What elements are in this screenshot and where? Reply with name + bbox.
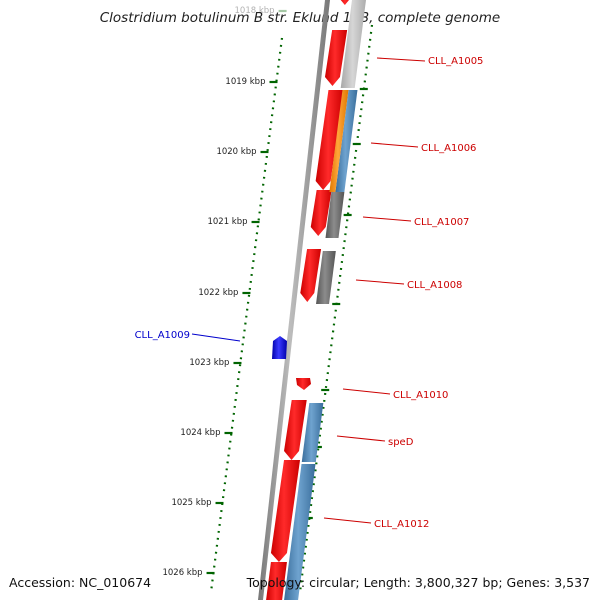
- gene-CLL_A1010-block: [296, 378, 311, 390]
- gene-label-line: [370, 142, 419, 148]
- cds-CLL_A1005-block: [340, 0, 367, 88]
- gene-label-group: CLL_A1006: [370, 142, 476, 154]
- kbp-tick-label: 1025 kbp: [171, 498, 211, 508]
- gene-label-group: CLL_A1009: [135, 330, 241, 342]
- gene-label[interactable]: CLL_A1010: [393, 390, 448, 401]
- cds-CLL_A1012-block: [284, 464, 316, 600]
- kbp-tick: 1020 kbp: [216, 147, 269, 157]
- kbp-tick-label: 1024 kbp: [180, 428, 220, 438]
- gene-label[interactable]: CLL_A1007: [414, 217, 469, 228]
- gene-label[interactable]: CLL_A1009: [135, 330, 190, 341]
- kbp-tick: 1025 kbp: [171, 498, 224, 508]
- kbp-tick: 1023 kbp: [189, 358, 242, 368]
- kbp-tick-label: 1018 kbp: [235, 6, 275, 16]
- kbp-tick: 1026 kbp: [162, 568, 215, 578]
- gene-label-line: [323, 517, 372, 524]
- gene-label-group: CLL_A1007: [362, 216, 469, 228]
- gene-CLL_A1009-block: [272, 336, 287, 359]
- gene-CLL_A1007-block: [310, 190, 332, 236]
- kbp-tick: 1022 kbp: [198, 288, 251, 298]
- gene-CLL_A1012-block: [270, 460, 301, 562]
- gene-label-group: CLL_A1010: [342, 388, 448, 401]
- map-title: Clostridium botulinum B str. Eklund 17B,…: [99, 10, 501, 26]
- gene-label-line: [355, 279, 405, 285]
- gene-label[interactable]: CLL_A1012: [374, 519, 429, 530]
- kbp-tick: 1019 kbp: [225, 77, 278, 87]
- gene-block: [266, 562, 287, 600]
- kbp-tick-label: 1021 kbp: [207, 217, 247, 227]
- cds-CLL_A1006-block: [335, 90, 358, 192]
- cds-CLL_A1008-block: [316, 251, 336, 304]
- gene-label-group: CLL_A1005: [376, 56, 483, 67]
- gene-label[interactable]: CLL_A1006: [421, 143, 476, 154]
- gene-label-line: [342, 388, 391, 395]
- gene-label-line: [376, 57, 426, 62]
- gene-label-line: [362, 216, 412, 222]
- gene-speD-block: [284, 400, 307, 460]
- kbp-tick-label: 1019 kbp: [225, 77, 265, 87]
- kbp-tick-label: 1023 kbp: [189, 358, 229, 368]
- gene-label-line: [336, 435, 386, 442]
- gene-CLL_A1008-block: [300, 249, 322, 302]
- gene-label[interactable]: speD: [388, 437, 414, 448]
- gene-ruler: [298, 24, 374, 593]
- kbp-tick: 1024 kbp: [180, 428, 233, 438]
- gene-label-group: speD: [336, 435, 414, 448]
- cds-speD-block: [301, 403, 324, 462]
- accession-text: Accession: NC_010674: [9, 575, 152, 590]
- gene-label[interactable]: CLL_A1008: [407, 280, 462, 291]
- cds-CLL_A1006-orange: [329, 90, 349, 192]
- kbp-tick: 1021 kbp: [207, 217, 260, 227]
- kbp-tick-label: 1022 kbp: [198, 288, 238, 298]
- gene-label[interactable]: CLL_A1005: [428, 56, 483, 67]
- kbp-tick-label: 1020 kbp: [216, 147, 256, 157]
- gene-CLL_A1005-block: [324, 30, 348, 86]
- gene-label-group: CLL_A1012: [323, 517, 429, 530]
- gene-block: [340, 0, 350, 5]
- cds-CLL_A1007-block: [325, 192, 345, 238]
- gene-CLL_A1006-block: [315, 90, 344, 190]
- kbp-tick: 1018 kbp: [235, 6, 287, 16]
- genome-backbone: [258, 0, 330, 600]
- gene-label-group: CLL_A1008: [355, 279, 462, 291]
- topology-text: Topology: circular; Length: 3,800,327 bp…: [246, 575, 590, 590]
- kbp-tick-label: 1026 kbp: [162, 568, 202, 578]
- gene-label-line: [191, 333, 241, 342]
